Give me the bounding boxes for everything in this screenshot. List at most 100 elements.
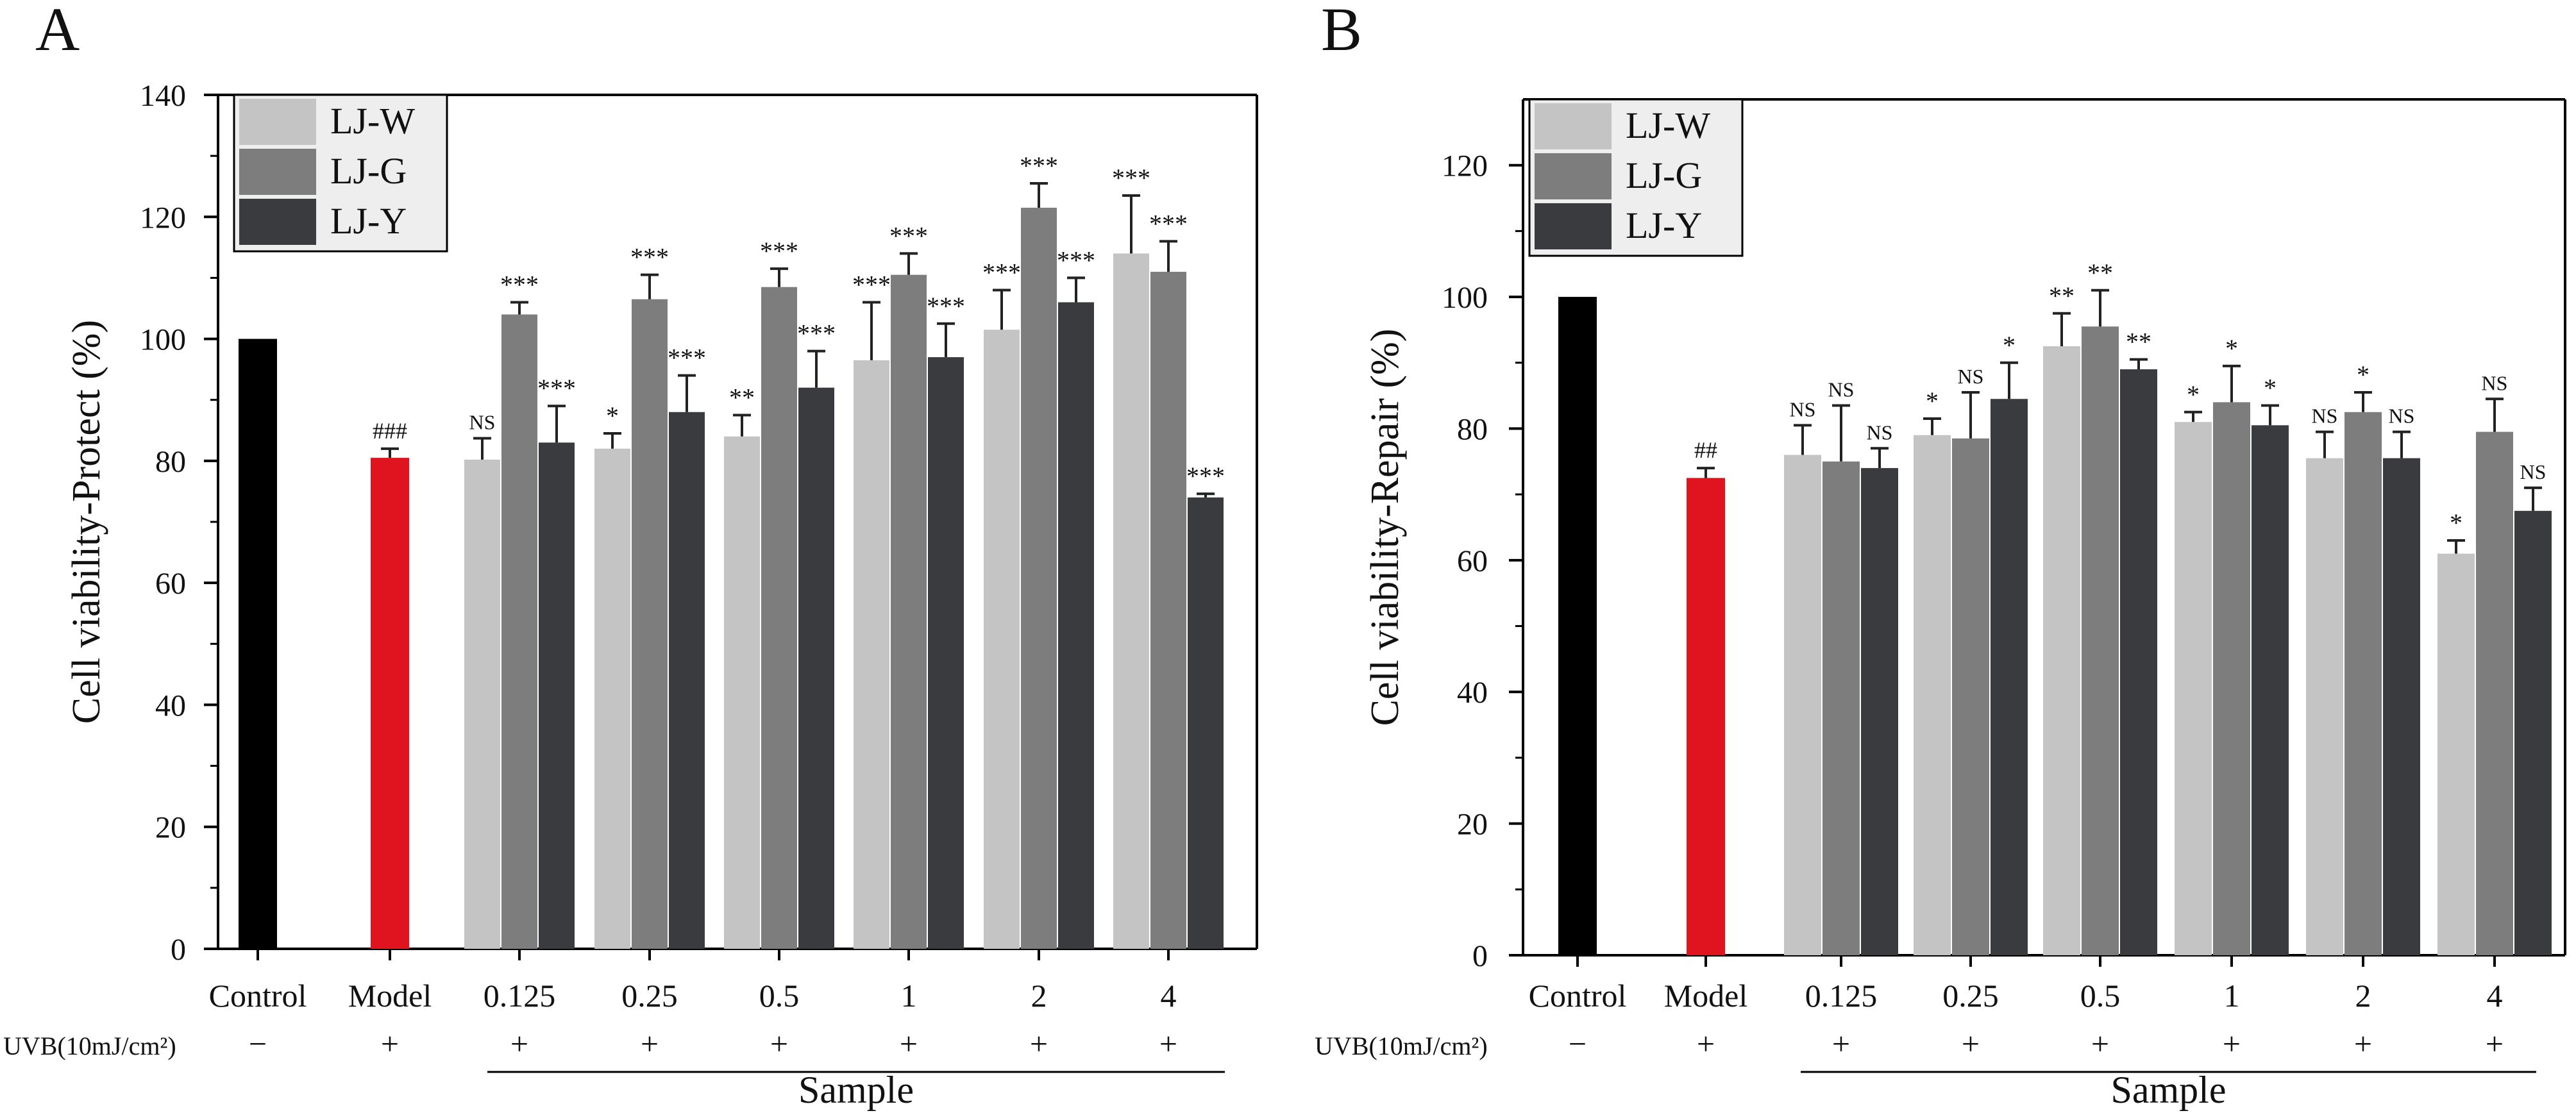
y-tick-label: 40 xyxy=(155,689,186,723)
bar-lj-y xyxy=(2120,369,2157,955)
significance-marker: ** xyxy=(2049,281,2075,310)
significance-marker: NS xyxy=(2389,405,2415,428)
model-bar xyxy=(371,458,409,949)
x-tick-label: 2 xyxy=(1031,978,1047,1014)
bar-lj-g xyxy=(2082,326,2119,955)
y-tick-label: 20 xyxy=(155,811,186,845)
significance-marker: *** xyxy=(760,237,798,265)
legend-swatch-lj-g xyxy=(239,149,316,195)
legend-swatch-lj-y xyxy=(1535,203,1612,249)
uvb-sign: + xyxy=(2354,1026,2372,1062)
model-significance: ### xyxy=(373,418,407,444)
legend-swatch-lj-w xyxy=(1535,103,1612,149)
significance-marker: *** xyxy=(852,270,891,299)
legend-label: LJ-W xyxy=(330,100,415,142)
bar-lj-w xyxy=(724,436,760,949)
significance-marker: NS xyxy=(2520,460,2547,483)
y-tick-label: 120 xyxy=(140,201,186,235)
uvb-sign: + xyxy=(510,1026,528,1062)
significance-marker: * xyxy=(2225,334,2238,363)
x-tick-label: 1 xyxy=(901,978,917,1014)
x-tick-label: 0.5 xyxy=(2080,978,2121,1014)
x-tick-label: 0.125 xyxy=(1805,978,1878,1014)
bar-lj-g xyxy=(1150,271,1186,949)
bar-lj-w xyxy=(594,448,630,949)
significance-marker: * xyxy=(2264,374,2277,403)
x-tick-label: Model xyxy=(1664,978,1748,1014)
significance-marker: *** xyxy=(1186,462,1225,490)
significance-marker: *** xyxy=(500,270,539,299)
uvb-sign: + xyxy=(641,1026,659,1062)
uvb-sign: + xyxy=(381,1026,399,1062)
bar-lj-y xyxy=(539,442,575,949)
y-tick-label: 60 xyxy=(1457,544,1488,578)
significance-marker: NS xyxy=(469,411,496,434)
bar-lj-y xyxy=(2383,458,2420,955)
significance-marker: * xyxy=(2357,360,2370,389)
uvb-sign: + xyxy=(1962,1026,1980,1062)
bar-lj-g xyxy=(761,287,797,949)
y-tick-label: 0 xyxy=(1472,939,1488,973)
significance-marker: ** xyxy=(2126,328,2151,356)
significance-marker: *** xyxy=(982,258,1021,287)
x-tick-label: Control xyxy=(209,978,307,1014)
x-tick-label: Model xyxy=(348,978,432,1014)
uvb-sign: + xyxy=(1030,1026,1048,1062)
control-bar xyxy=(239,339,277,949)
uvb-sign: + xyxy=(1159,1026,1177,1062)
bar-lj-y xyxy=(1058,302,1094,949)
bar-lj-g xyxy=(1952,438,1989,955)
panel-b: B 0 20 40 60 80 100 120 Cell viability-Repair (%… xyxy=(1315,0,2566,1111)
control-bar xyxy=(1558,297,1597,956)
significance-marker: *** xyxy=(889,221,928,250)
uvb-label: UVB(10mJ/cm²) xyxy=(1315,1032,1488,1060)
bar-lj-g xyxy=(2344,412,2382,955)
legend-label: LJ-Y xyxy=(330,200,407,242)
significance-marker: *** xyxy=(1112,163,1150,192)
y-axis-label: Cell viability-Repair (%) xyxy=(1363,329,1407,726)
uvb-sign: + xyxy=(900,1026,918,1062)
bar-lj-w xyxy=(1784,455,1821,955)
significance-marker: ** xyxy=(729,383,755,412)
bar-lj-w xyxy=(1914,435,1951,955)
x-axis-label: Sample xyxy=(2111,1069,2227,1111)
bar-lj-y xyxy=(798,387,834,949)
panel-label: B xyxy=(1321,0,1362,63)
significance-marker: *** xyxy=(927,292,965,321)
x-tick-label: 1 xyxy=(2224,978,2240,1014)
legend: LJ-W LJ-G LJ-Y xyxy=(1528,98,1744,257)
bar-lj-w xyxy=(2306,458,2343,955)
bar-lj-g xyxy=(891,274,927,949)
significance-marker: *** xyxy=(1057,246,1095,274)
x-tick-label: 4 xyxy=(2487,978,2503,1014)
bar-lj-y xyxy=(1861,468,1898,955)
y-axis-label: Cell viability-Protect (%) xyxy=(65,320,108,724)
bar-lj-w xyxy=(2437,553,2475,955)
uvb-sign: + xyxy=(1697,1026,1715,1062)
bar-lj-y xyxy=(928,357,964,949)
uvb-label: UVB(10mJ/cm²) xyxy=(3,1032,176,1060)
x-tick-label: Control xyxy=(1529,978,1627,1014)
significance-marker: NS xyxy=(2482,371,2508,394)
bar-lj-y xyxy=(2514,510,2552,955)
bar-lj-w xyxy=(464,459,500,949)
significance-marker: *** xyxy=(797,319,836,348)
y-tick-label: 80 xyxy=(1457,412,1488,446)
legend-swatch-lj-g xyxy=(1535,153,1612,199)
significance-marker: * xyxy=(2187,380,2200,409)
y-tick-label: 140 xyxy=(140,79,186,113)
y-tick-label: 100 xyxy=(140,323,186,357)
bar-lj-y xyxy=(1991,399,2028,955)
bar-lj-y xyxy=(1188,497,1224,949)
bar-lj-y xyxy=(2252,425,2289,955)
x-tick-label: 2 xyxy=(2355,978,2371,1014)
uvb-sign: + xyxy=(770,1026,788,1062)
significance-marker: *** xyxy=(1149,209,1188,238)
x-tick-label: 0.25 xyxy=(1942,978,1999,1014)
y-tick-label: 20 xyxy=(1457,808,1488,842)
model-bar xyxy=(1687,478,1725,955)
y-tick-label: 120 xyxy=(1442,149,1488,183)
bar-lj-w xyxy=(854,360,889,949)
panel-label: A xyxy=(35,0,80,63)
